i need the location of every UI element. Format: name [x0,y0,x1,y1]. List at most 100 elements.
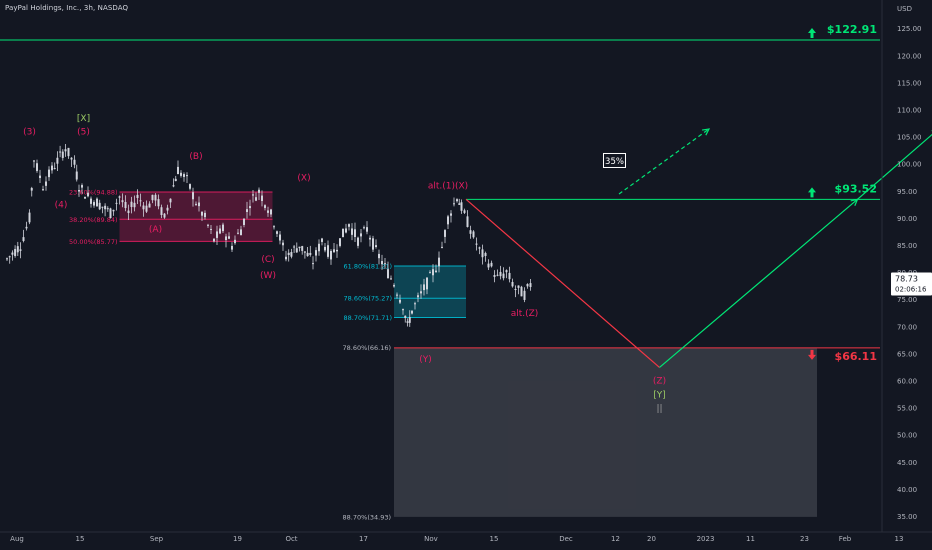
candle-body [213,238,215,242]
candle-body [163,213,166,218]
wave-label: || [656,404,662,414]
fib-level-label: 88.70%(71.71) [344,314,392,322]
candle-body [435,270,437,272]
candle-body [154,194,157,201]
candles [6,144,532,327]
candle-body [75,171,78,180]
candle-body [475,243,478,245]
candle-body [496,274,499,276]
candle-body [404,315,407,319]
candle-body [411,310,413,314]
candle-body [166,207,169,211]
arrowhead-icon [850,198,859,207]
candle-body [520,286,523,297]
candle-body [210,228,212,230]
candle-body [285,256,287,260]
candle-body [198,202,200,207]
candle-body [399,299,401,303]
candle-body [472,231,475,238]
candle-body [345,228,347,233]
candle-body [318,243,320,252]
candle-body [298,246,301,249]
fib-level-label: 78.60%(66.16) [343,344,391,352]
candle-body [526,284,529,287]
candle-body [186,175,188,177]
candle-body [118,196,121,198]
candle-body [453,203,455,205]
candle-body [390,278,392,280]
candle-body [189,184,191,189]
candle-body [142,205,145,210]
fib-level-label: 23.60%(94.88) [69,188,117,196]
candle-body [490,262,493,267]
candle-body [112,209,115,212]
x-tick-label: Feb [839,535,852,543]
candle-body [148,203,151,208]
candle-body [469,230,472,234]
candle-body [61,151,64,158]
candle-body [177,166,179,175]
x-tick-label: 15 [490,535,499,543]
candle-body [237,232,239,234]
candle-body [481,249,484,258]
candle-body [306,252,309,257]
candle-body [195,203,197,205]
down-arrow-icon [808,349,816,360]
candle-body [508,272,511,280]
wave-label: (5) [77,127,90,137]
arrowhead-icon [701,128,711,136]
candle-body [139,200,142,202]
candle-body [309,252,312,255]
candle-body [121,200,124,203]
candle-body [351,228,353,235]
candle-body [463,210,466,213]
candle-body [270,209,272,215]
candle-body [124,201,127,209]
candle-body [42,189,44,191]
candle-body [174,178,177,182]
candle-body [151,194,154,201]
wave-label: alt.(Z) [511,309,539,319]
annotation-label: 35% [605,157,624,167]
candle-body [366,227,368,232]
candle-body [64,149,67,152]
candle-body [402,309,404,311]
candle-body [420,291,422,294]
y-tick-label: 105.00 [897,134,922,142]
x-tick-label: Oct [285,535,297,543]
candle-body [6,258,8,260]
last-price-tag [891,272,932,296]
candle-body [517,285,520,288]
candle-body [96,198,98,207]
up-arrow-icon [808,28,816,39]
candle-body [22,237,25,241]
fib-zone [394,266,466,318]
candle-body [372,238,374,250]
wave-label: (Z) [653,377,666,387]
fib-level-label: 61.80%(81.21) [344,263,392,271]
candle-body [243,218,245,225]
candle-body [201,211,203,216]
candle-body [33,160,35,162]
fib-zone [119,191,273,242]
candle-body [369,237,371,240]
wave-label: (W) [260,271,276,281]
wave-label: (X) [297,173,310,183]
x-tick-label: 15 [76,535,85,543]
candle-body [249,206,251,209]
candle-body [321,238,323,242]
candle-body [348,224,350,227]
x-tick-label: 19 [233,535,242,543]
projection-line [618,128,710,195]
y-tick-label: 50.00 [897,432,917,440]
candle-body [53,168,56,170]
candle-body [287,252,290,255]
candle-body [342,228,344,238]
candle-body [330,250,332,260]
candle-body [396,294,398,296]
candle-body [384,263,386,265]
y-tick-label: 85.00 [897,242,917,250]
candle-body [130,201,133,208]
y-tick-label: 40.00 [897,486,917,494]
